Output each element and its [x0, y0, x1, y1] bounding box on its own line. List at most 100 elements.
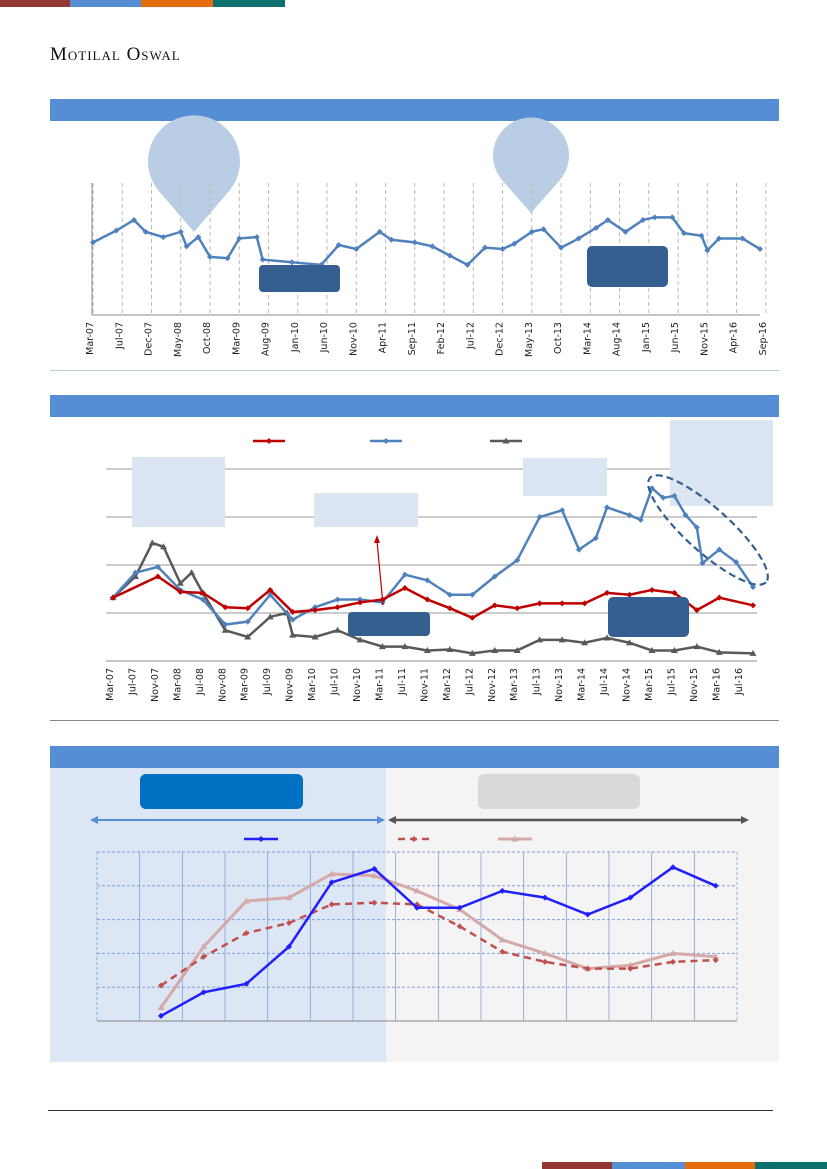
data-point [499, 246, 506, 252]
x-tick-c1: Aug-14 [612, 322, 623, 356]
x-tick-c1: Jan-10 [290, 322, 301, 353]
data-point [648, 646, 656, 653]
x-tick-c1: Mar-14 [582, 322, 593, 355]
data-point [639, 216, 646, 223]
data-point [222, 604, 229, 611]
data-point [401, 571, 408, 578]
data-point [160, 543, 168, 550]
data-point [334, 626, 342, 633]
data-point [757, 246, 763, 252]
data-point [698, 232, 705, 239]
data-point [593, 224, 600, 231]
data-point [200, 943, 208, 950]
data-point [222, 621, 229, 628]
data-point [207, 253, 214, 260]
data-point [604, 589, 611, 596]
chart3-left-panel [50, 768, 386, 1062]
x-tick-c1: Sep-16 [758, 322, 769, 355]
data-point [90, 239, 96, 246]
x-tick-c1: Oct-13 [553, 322, 564, 354]
x-tick-c2: Jul-16 [734, 668, 745, 696]
data-point [244, 618, 251, 625]
data-point [356, 636, 364, 643]
data-point [288, 259, 295, 266]
data-point [424, 577, 431, 584]
data-point [199, 596, 206, 603]
data-point [651, 214, 658, 221]
data-point [671, 589, 678, 596]
data-point [132, 569, 139, 576]
data-point [559, 507, 566, 514]
data-point [289, 609, 296, 616]
data-point [648, 586, 655, 593]
data-point [511, 240, 518, 247]
data-point [224, 255, 231, 262]
brand-bar-red [0, 0, 70, 7]
data-point [660, 494, 667, 501]
x-tick-c2: Nov-09 [285, 668, 296, 702]
data-point [334, 596, 341, 603]
data-point [499, 887, 506, 894]
data-point [669, 214, 676, 221]
x-tick-c2: Jul-07 [127, 668, 138, 696]
data-point [682, 512, 689, 519]
data-point [716, 594, 723, 601]
x-tick-c1: Jul-07 [114, 322, 125, 350]
data-point [370, 872, 378, 879]
data-point [626, 961, 634, 968]
data-point [627, 894, 634, 901]
data-point [491, 573, 498, 580]
data-point [528, 228, 535, 235]
data-point [200, 953, 207, 960]
x-tick-c2: Jul-13 [532, 668, 543, 696]
x-tick-c2: Nov-08 [217, 668, 228, 702]
data-point [558, 244, 565, 251]
x-tick-c1: Dec-12 [495, 322, 506, 356]
data-point [604, 504, 611, 511]
x-tick-c1: Apr-16 [729, 322, 740, 353]
data-point [221, 626, 229, 633]
arrowhead-icon [374, 535, 380, 543]
x-tick-c1: Feb-12 [436, 322, 447, 354]
highlight-ellipse [647, 474, 769, 586]
annotation-box-light [314, 493, 418, 527]
data-point [411, 239, 418, 246]
data-point [603, 634, 611, 641]
x-tick-c1: Jun-15 [670, 322, 681, 353]
data-point [446, 252, 453, 259]
section-divider [50, 370, 779, 371]
data-point [328, 879, 335, 886]
data-point [712, 957, 719, 964]
x-tick-c1: Jul-12 [465, 322, 476, 350]
x-tick-c2: Mar-14 [577, 668, 588, 701]
data-point [148, 539, 156, 546]
data-point [388, 236, 395, 243]
series-line [112, 575, 754, 620]
x-tick-c1: May-13 [524, 322, 535, 357]
x-tick-c2: Nov-07 [150, 668, 161, 702]
data-point [286, 919, 292, 926]
data-point [536, 636, 544, 643]
data-point [491, 602, 498, 609]
x-tick-c2: Mar-12 [442, 668, 453, 701]
x-tick-c1: Aug-09 [261, 322, 272, 356]
phase-label-box-left [140, 774, 303, 809]
annotation-box [587, 246, 668, 287]
data-point [581, 600, 588, 607]
legend-marker [383, 438, 389, 444]
data-point [188, 569, 196, 576]
data-point [513, 646, 521, 653]
data-point [311, 633, 319, 640]
data-point [750, 584, 756, 591]
data-point [575, 235, 582, 242]
data-point [733, 559, 740, 566]
x-tick-c2: Mar-15 [644, 668, 655, 701]
data-point [413, 887, 421, 894]
data-point [514, 557, 521, 564]
section-divider [50, 720, 779, 721]
series-line [112, 541, 754, 655]
annotation-box-light [670, 420, 773, 506]
data-point [446, 645, 454, 652]
x-tick-c2: Nov-10 [352, 668, 363, 702]
